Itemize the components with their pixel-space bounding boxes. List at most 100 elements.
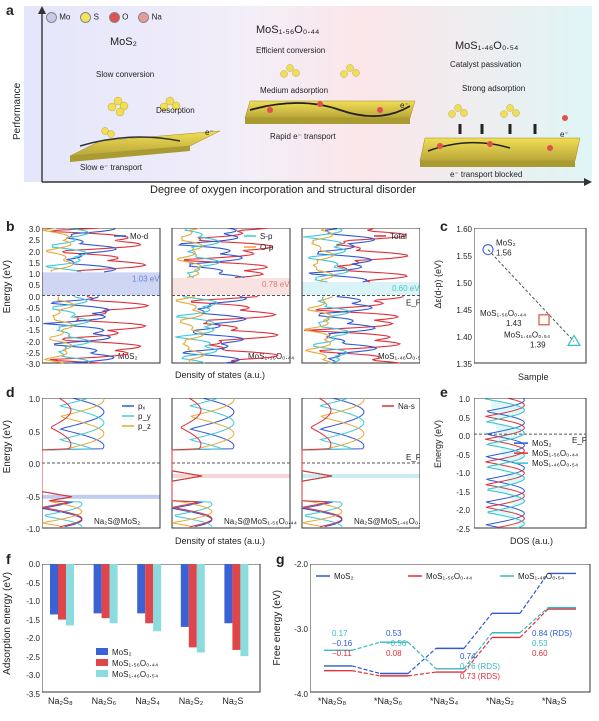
y-tick-label: 0.0 [28,292,40,302]
dos-curve [42,228,75,364]
trend-line [487,249,575,342]
panel-f-label: f [6,551,11,567]
annotation-value: −0.56 [386,639,407,648]
y-tick-label: -1.5 [26,615,40,625]
interaction-band [172,474,290,478]
panel-a-ylabel: Performance [12,82,23,140]
legend-entry: Mo-d [130,232,148,241]
pdos-curve [301,398,365,528]
panel-e-label: e [440,384,448,400]
point-name: MoS₁.₄₆O₀.₅₄ [504,330,550,339]
legend-entry: MoS₁.₅₆O₀.₄₄ [426,572,472,581]
fermi-label: E_F [572,436,587,445]
x-category-label: *Na₂S₆ [374,696,403,706]
y-tick-label: -1.0 [456,469,470,479]
dos-curve [304,228,409,364]
band-gap-region [42,272,160,296]
stage3-title: MoS₁.₄₆O₀.₅₄ [455,40,519,52]
data-point-square [538,314,550,326]
dos-curve [183,228,280,364]
o-atom-icon [108,12,120,23]
panel-f-ylabel: Adsorption energy (eV) [2,572,13,675]
pdos-curve [171,398,235,528]
y-tick-label: -2.5 [26,652,40,662]
legend-entry: p_y [138,412,151,421]
legend-entry: MoS₁.₄₆O₀.₅₄ [532,459,578,468]
legend-na: Na [138,12,162,23]
plot-frame [42,564,261,693]
annotation-value: −0.16 [332,639,353,648]
electron-label-3: e⁻ [560,130,569,139]
oxygen-atoms [267,101,568,151]
panel-d-ylabel: Energy (eV) [2,420,13,474]
x-category-label: Na₂S₈ [48,696,73,706]
y-tick-label: 0.5 [28,281,40,291]
stage1-title: MoS₂ [110,36,137,48]
legend-s-label: S [93,12,99,22]
pdos-curve [171,398,213,528]
x-category-label: Na₂S₆ [92,696,117,706]
data-point-triangle [566,334,582,347]
panel-f-yticks: 0.0 -0.5 -1.0 -1.5 -2.0 -2.5 -3.0 -3.5 [18,560,40,700]
y-tick-label: -0.5 [26,492,40,502]
stage1-line1: Slow conversion [96,70,155,79]
y-tick-label: -2.5 [456,525,470,534]
plot-frame [474,228,587,364]
legend-entry: MoS₁.₅₆O₀.₄₄ [112,659,158,668]
panel-a-label: a [6,2,14,18]
y-tick-label: 1.45 [456,306,472,315]
x-category-label: Na₂S₄ [135,696,160,706]
dos-subplot-1: 1.03 eV MoS₂ Mo-d [42,228,161,364]
stage2-line1: Efficient conversion [256,46,326,55]
panel-d-xlabel: Density of states (a.u.) [175,536,266,546]
dos-curve [485,398,525,529]
dos-curve [175,228,221,364]
y-tick-label: 1.0 [458,395,470,404]
legend-swatch [96,648,108,655]
dos-curve [303,228,351,364]
y-tick-label: 2.0 [28,247,40,257]
pdos-subplot-3: Na₂S@MoS₁.₄₆O₀.₅₄ Na-s [301,398,420,529]
energy-connector [407,641,437,670]
y-tick-label: -1.5 [26,326,40,336]
y-tick-label: -1.0 [26,315,40,324]
bar-4-2 [240,564,249,657]
energy-connector [463,612,493,649]
bar-4-1 [232,564,241,650]
pdos-curve [42,398,105,527]
band-gap-region [302,282,420,296]
pdos-curve [171,398,235,527]
fermi-label: E_F [406,299,420,308]
annotation-value: −0.11 [332,649,352,658]
annotation-value: 0.73 (RDS) [460,672,500,681]
y-tick-label: 1.55 [456,252,472,261]
legend-entry: Na-s [398,402,415,411]
electron-label-1: e⁻ [205,128,214,137]
legend-entry: p_z [138,422,151,431]
panel-a-xlabel: Degree of oxygen incorporation and struc… [150,184,416,196]
legend-entry: pₓ [138,402,145,411]
strong-bonds [458,124,537,134]
y-tick-label: 0.0 [28,460,40,469]
bar-0-1 [58,564,66,620]
x-category-label: Na₂S [222,696,243,706]
data-point-circle [482,244,494,256]
dos-subplot-3: 0.60 eV MoS₁.₄₆O₀.₅₄ Total [301,228,420,364]
y-tick-label: 1.40 [456,333,472,342]
y-tick-label: -3.0 [26,360,40,369]
panel-b-yticks: 3.0 2.5 2.0 1.5 1.0 0.5 0.0 -0.5 -1.0 -1.5 -2.0 -2.… [18,225,40,370]
stage2-line2: Medium adsorption [260,86,329,95]
panel-e-xlabel: DOS (a.u.) [510,536,554,546]
subplot-name: MoS₁.₄₆O₀.₅₄ [378,352,420,361]
electron-label-2: e⁻ [400,101,409,110]
y-tick-label: -1.5 [456,487,470,497]
x-category-label: *Na₂S₂ [486,696,515,706]
bar-0-2 [66,564,74,626]
bar-1-0 [93,564,102,614]
pdos-curve [171,398,235,528]
panel-e-yticks: 1.0 0.5 0.0 -0.5 -1.0 -1.5 -2.0 -2.5 [448,395,470,535]
bar-2-2 [153,564,162,632]
plot-frame [474,398,587,529]
